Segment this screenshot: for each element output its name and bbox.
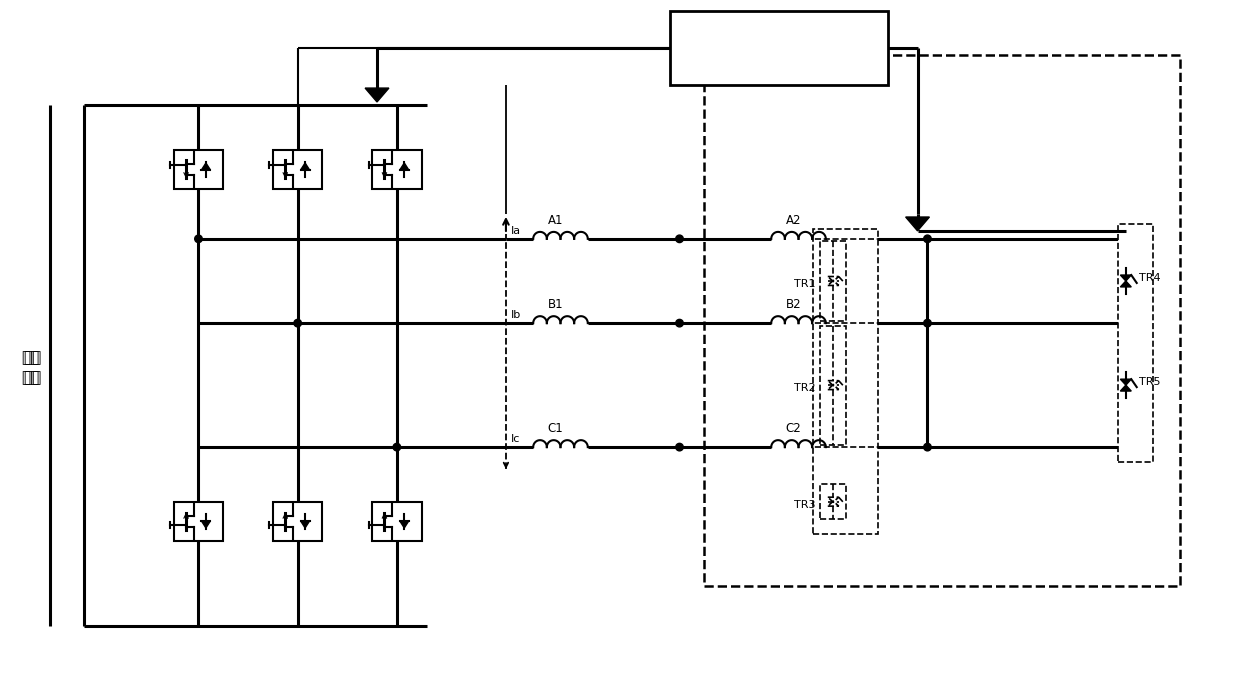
- Text: TR5: TR5: [1138, 377, 1161, 387]
- Circle shape: [924, 235, 931, 243]
- Circle shape: [195, 235, 202, 243]
- Text: 直流
每线: 直流 每线: [21, 351, 38, 385]
- Polygon shape: [1121, 275, 1131, 281]
- Bar: [821, 484, 846, 519]
- Polygon shape: [365, 88, 389, 102]
- Text: C1: C1: [548, 422, 563, 435]
- Polygon shape: [300, 521, 310, 528]
- Text: 控制器: 控制器: [761, 39, 796, 58]
- Text: 直流
每线: 直流 每线: [24, 351, 42, 385]
- Text: B1: B1: [548, 298, 563, 311]
- Circle shape: [676, 235, 683, 243]
- Circle shape: [924, 443, 931, 451]
- Text: Ic: Ic: [511, 434, 521, 444]
- Bar: [273, 150, 322, 189]
- Bar: [821, 325, 846, 445]
- Text: TR4: TR4: [1138, 273, 1161, 283]
- Text: TR3: TR3: [794, 500, 816, 510]
- Polygon shape: [905, 217, 930, 231]
- Text: A2: A2: [786, 214, 801, 227]
- Bar: [273, 502, 322, 541]
- Bar: [813, 229, 878, 534]
- Polygon shape: [201, 163, 211, 170]
- Text: B2: B2: [786, 298, 801, 311]
- Bar: [821, 241, 846, 321]
- Polygon shape: [1121, 379, 1131, 385]
- Text: A1: A1: [548, 214, 563, 227]
- Circle shape: [924, 319, 931, 327]
- Bar: [174, 502, 223, 541]
- Polygon shape: [1121, 281, 1131, 287]
- Circle shape: [294, 319, 301, 327]
- Polygon shape: [201, 521, 211, 528]
- Text: TR1: TR1: [794, 279, 816, 289]
- Bar: [704, 56, 1180, 586]
- Bar: [670, 11, 888, 85]
- Text: C2: C2: [786, 422, 801, 435]
- Polygon shape: [300, 163, 310, 170]
- Polygon shape: [399, 521, 409, 528]
- Text: TR2: TR2: [794, 383, 816, 393]
- Text: Ia: Ia: [511, 226, 521, 236]
- Bar: [174, 150, 223, 189]
- Circle shape: [676, 319, 683, 327]
- Bar: [1118, 224, 1153, 462]
- Bar: [372, 150, 422, 189]
- Circle shape: [676, 443, 683, 451]
- Bar: [372, 502, 422, 541]
- Circle shape: [393, 443, 401, 451]
- Polygon shape: [399, 163, 409, 170]
- Polygon shape: [1121, 385, 1131, 391]
- Text: Ib: Ib: [511, 310, 521, 320]
